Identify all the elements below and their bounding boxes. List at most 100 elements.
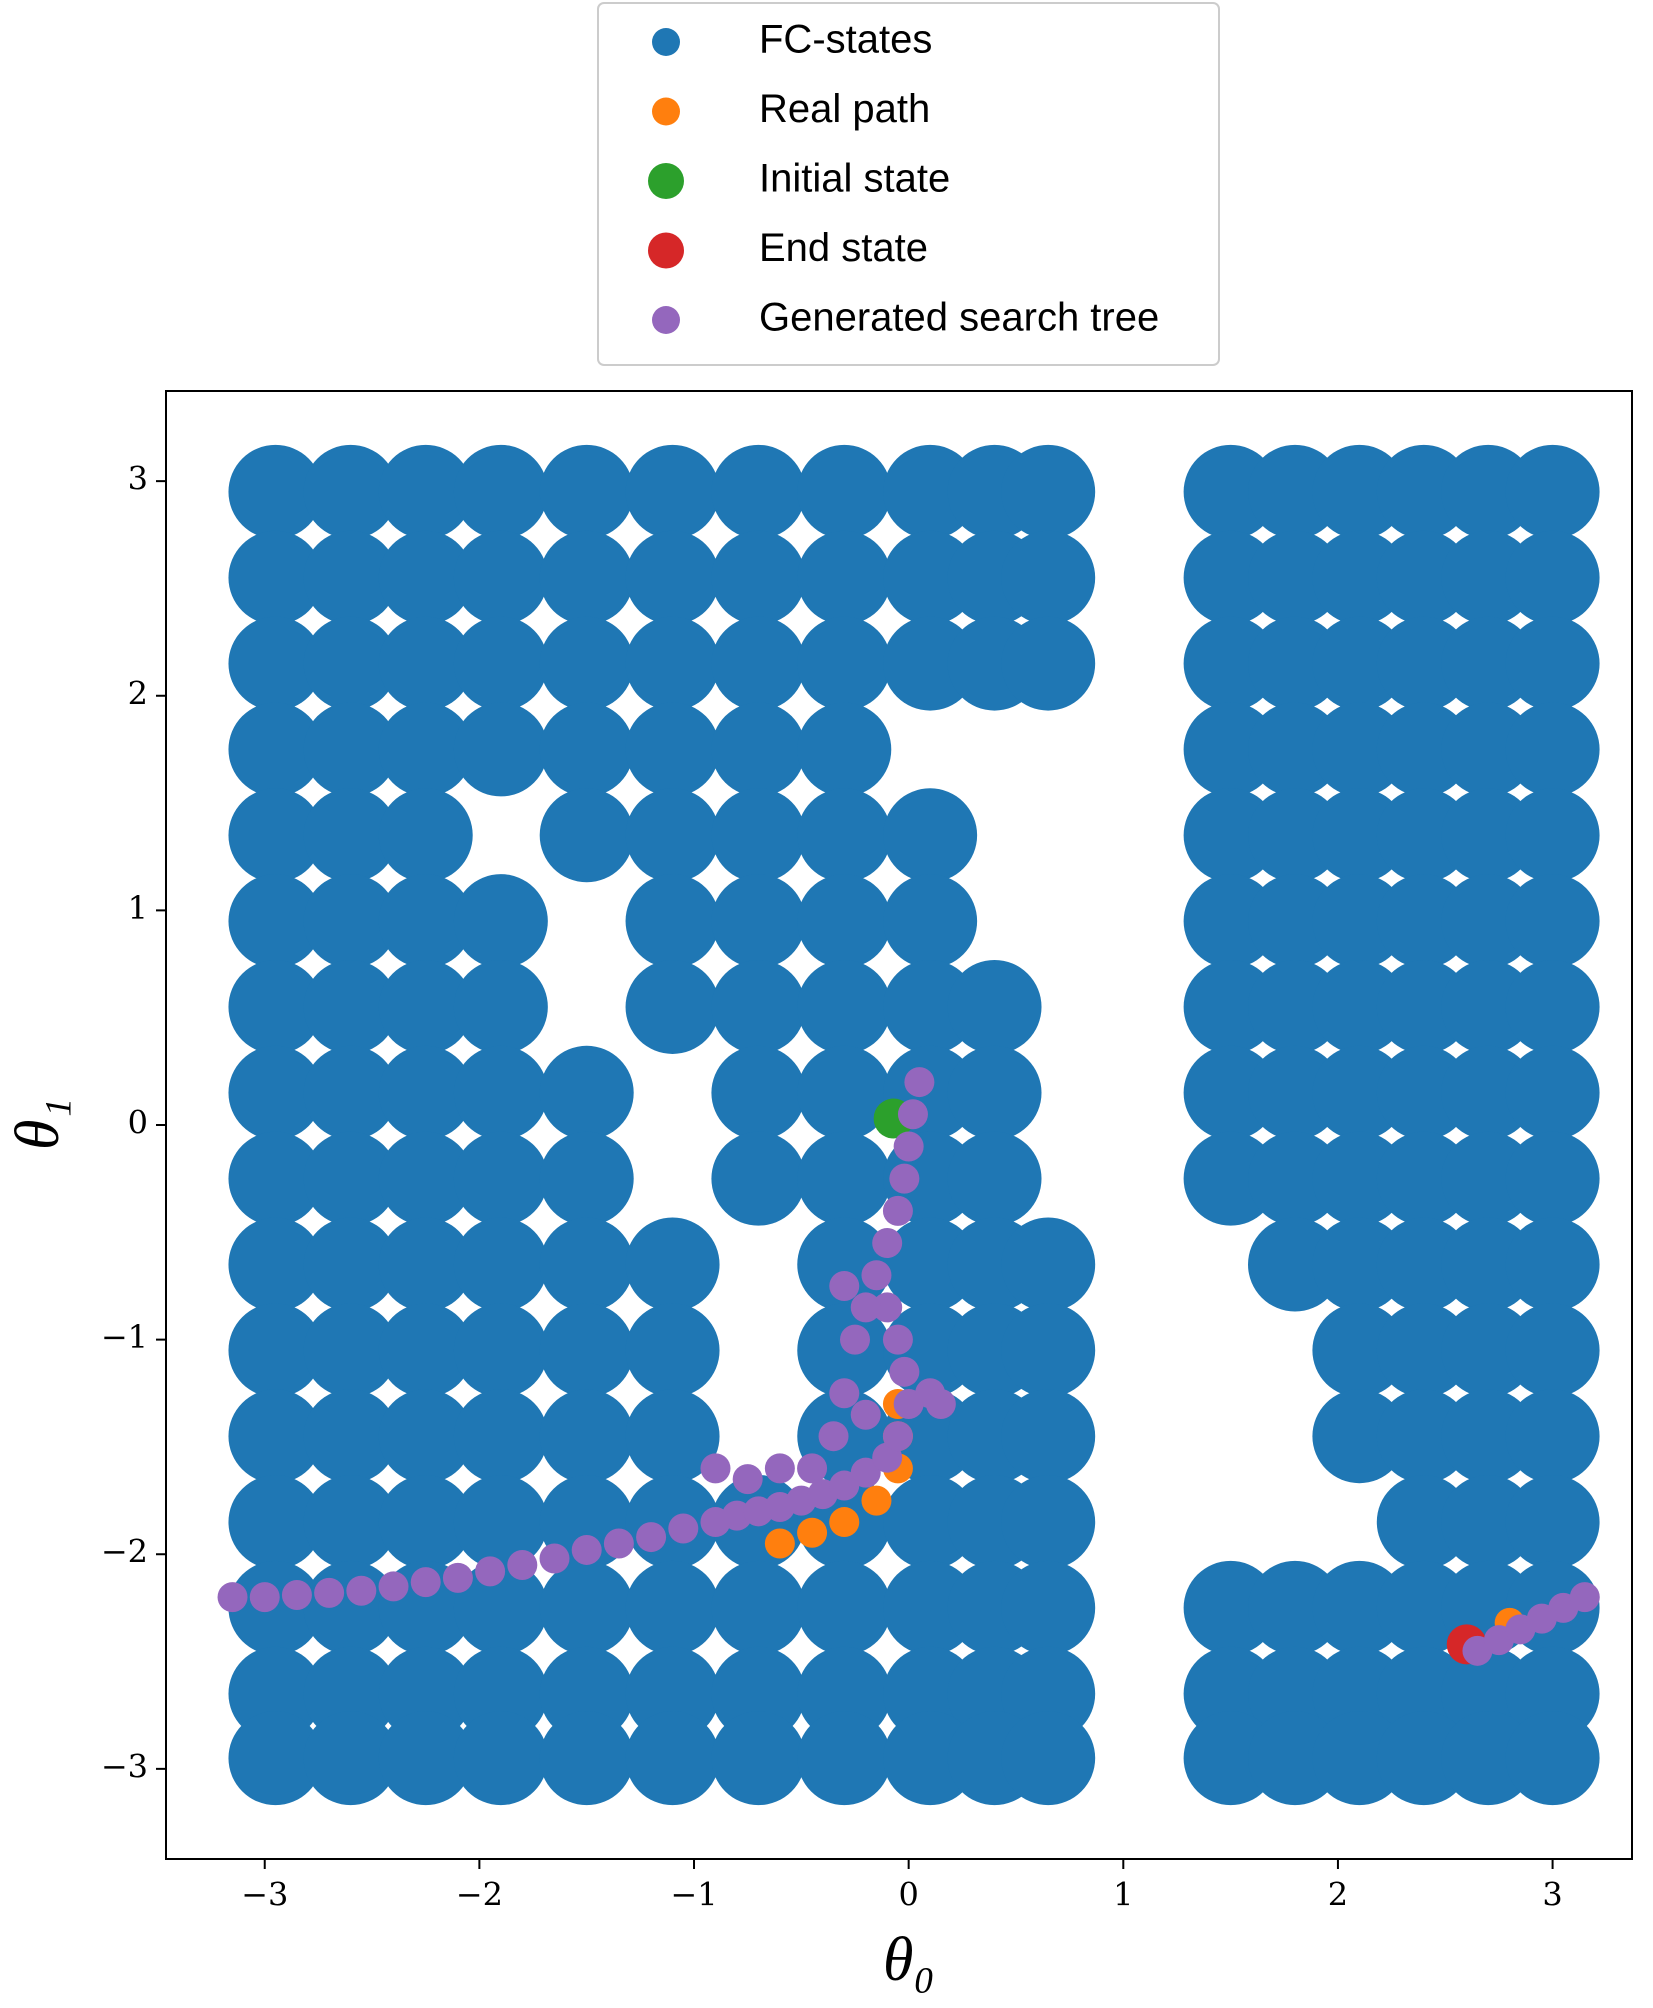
legend: FC-states Real path Initial state End state… <box>597 2 1220 366</box>
point <box>711 1131 806 1226</box>
point <box>1376 1217 1471 1312</box>
point <box>539 788 634 883</box>
point <box>1248 1045 1343 1140</box>
point <box>228 1389 323 1484</box>
point <box>453 1560 548 1655</box>
point <box>303 1217 398 1312</box>
point <box>1312 1131 1407 1226</box>
point <box>1505 1303 1600 1398</box>
point <box>303 444 398 539</box>
point <box>378 616 473 711</box>
point <box>1376 1045 1471 1140</box>
point <box>603 1528 634 1559</box>
point <box>1312 1560 1407 1655</box>
point <box>711 788 806 883</box>
x-tick-label: 2 <box>1328 1876 1348 1914</box>
point <box>378 959 473 1054</box>
point <box>1376 444 1471 539</box>
point <box>897 1099 928 1130</box>
point <box>1001 444 1096 539</box>
point <box>1312 702 1407 797</box>
point <box>1376 1389 1471 1484</box>
point <box>1441 1217 1536 1312</box>
point <box>1248 959 1343 1054</box>
point <box>1183 874 1278 969</box>
point <box>904 1067 935 1098</box>
point <box>453 874 548 969</box>
point <box>947 959 1042 1054</box>
point <box>625 1389 720 1484</box>
point <box>1001 1389 1096 1484</box>
point <box>889 1163 920 1194</box>
point <box>889 1356 920 1387</box>
point <box>711 1045 806 1140</box>
point <box>850 1292 881 1323</box>
point <box>1505 702 1600 797</box>
point <box>625 444 720 539</box>
point <box>410 1567 441 1598</box>
point <box>303 788 398 883</box>
point <box>625 874 720 969</box>
point <box>303 530 398 625</box>
point <box>453 1711 548 1806</box>
point <box>303 702 398 797</box>
point <box>1376 702 1471 797</box>
point <box>1505 1131 1600 1226</box>
point <box>228 788 323 883</box>
point <box>1312 1711 1407 1806</box>
legend-marker <box>648 232 684 269</box>
point <box>1001 1646 1096 1741</box>
point <box>1248 1217 1343 1312</box>
point <box>442 1562 473 1593</box>
point <box>1505 874 1600 969</box>
point <box>700 1453 731 1484</box>
point <box>1505 1217 1600 1312</box>
point <box>1505 1475 1600 1570</box>
point <box>539 1045 634 1140</box>
point <box>625 1711 720 1806</box>
point <box>883 874 978 969</box>
point <box>314 1577 345 1608</box>
point <box>883 959 978 1054</box>
point <box>797 616 892 711</box>
point <box>453 444 548 539</box>
point <box>228 702 323 797</box>
point <box>1183 616 1278 711</box>
point <box>818 1421 849 1452</box>
point <box>228 1131 323 1226</box>
y-axis-label: θ₁ <box>4 1098 72 1150</box>
point <box>378 1711 473 1806</box>
point <box>1312 788 1407 883</box>
point <box>378 1217 473 1312</box>
point <box>1376 1646 1471 1741</box>
point <box>1505 1389 1600 1484</box>
point <box>861 1260 892 1291</box>
point <box>1312 959 1407 1054</box>
point <box>539 1131 634 1226</box>
point <box>453 702 548 797</box>
point <box>883 1711 978 1806</box>
point <box>1376 1475 1471 1570</box>
point <box>217 1582 248 1613</box>
point <box>281 1580 312 1611</box>
point <box>1312 616 1407 711</box>
point <box>711 530 806 625</box>
point <box>1312 874 1407 969</box>
point <box>1441 1303 1536 1398</box>
point <box>453 1303 548 1398</box>
point <box>883 1560 978 1655</box>
legend-marker <box>652 28 680 56</box>
x-tick-label: 3 <box>1542 1876 1562 1914</box>
point <box>539 616 634 711</box>
point <box>1001 1475 1096 1570</box>
point <box>1312 444 1407 539</box>
point <box>1248 1711 1343 1806</box>
point <box>475 1556 506 1587</box>
point <box>228 616 323 711</box>
point <box>1248 530 1343 625</box>
point <box>378 874 473 969</box>
point <box>228 1303 323 1398</box>
point <box>625 788 720 883</box>
point <box>228 1045 323 1140</box>
